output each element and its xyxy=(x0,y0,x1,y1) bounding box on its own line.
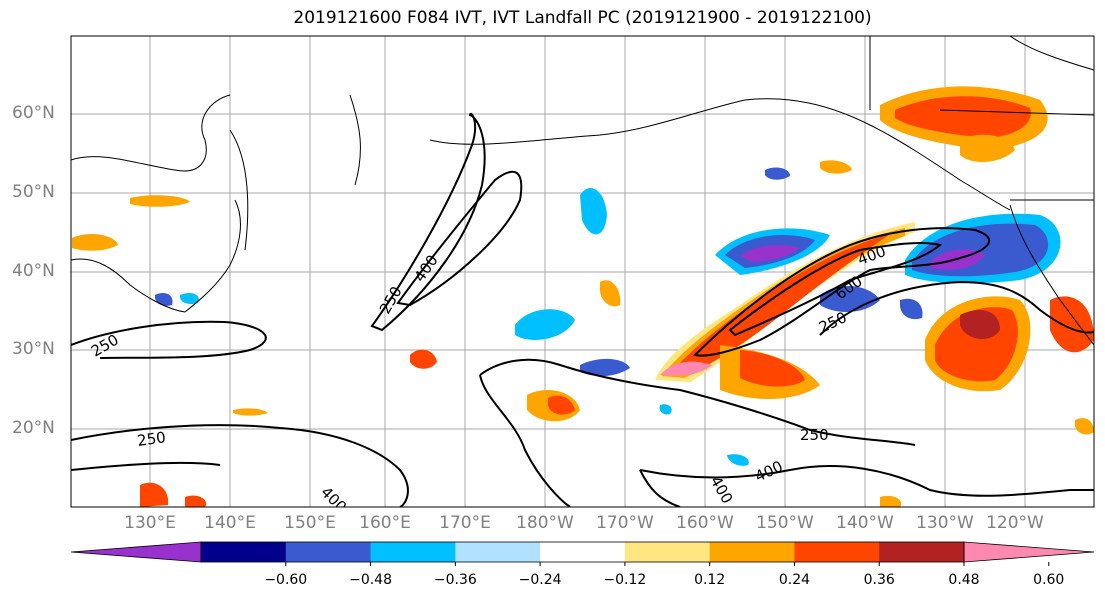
lon-label: 140°E xyxy=(204,513,256,533)
colorbar-tick-label: −0.36 xyxy=(433,572,477,588)
plot-frame xyxy=(70,35,1095,508)
colorbar-tick-label: 0.12 xyxy=(694,572,726,588)
coastlines xyxy=(71,36,1094,346)
lon-label: 150°W xyxy=(756,513,814,533)
ivt-contours xyxy=(71,112,1094,507)
colorbar-segment xyxy=(794,542,880,562)
colorbar-extend-low xyxy=(70,541,202,563)
colorbar-tick-label: −0.12 xyxy=(603,572,647,588)
lat-label: 40°N xyxy=(12,261,55,281)
contour-label: 250 xyxy=(136,428,167,450)
colorbar-tick-label: −0.60 xyxy=(264,572,308,588)
colorbar-segment xyxy=(540,542,626,562)
colorbar-segment xyxy=(201,542,287,562)
colorbar-tick-label: 0.36 xyxy=(863,572,895,588)
colorbar-segment xyxy=(879,542,965,562)
colorbar-frame xyxy=(200,541,965,563)
colorbar-segment xyxy=(370,542,456,562)
lon-label: 130°E xyxy=(124,513,176,533)
colorbar-segment xyxy=(624,542,711,562)
lon-label: 150°E xyxy=(284,513,336,533)
contour-label: 250 xyxy=(800,426,829,444)
lon-label: 130°W xyxy=(916,513,974,533)
lon-label: 170°W xyxy=(596,513,654,533)
colorbar-tick-label: 0.60 xyxy=(1033,572,1065,588)
colorbar-segment xyxy=(455,542,541,562)
lat-label: 30°N xyxy=(12,339,55,359)
lon-label: 160°E xyxy=(359,513,411,533)
map-plot-area: 250 250 400 250 400 600 250 250 400 400 … xyxy=(71,36,1094,507)
colorbar-tick-label: −0.48 xyxy=(349,572,392,588)
lon-label: 170°E xyxy=(439,513,491,533)
lon-label: 180°W xyxy=(516,513,574,533)
colorbar-segment xyxy=(709,542,795,562)
figure-title: 2019121600 F084 IVT, IVT Landfall PC (20… xyxy=(293,8,872,28)
colorbar-extend-high xyxy=(963,541,1095,563)
colorbar-tick-label: −0.24 xyxy=(518,572,562,588)
colorbar-tick-label: 0.48 xyxy=(948,572,980,588)
lon-label: 120°W xyxy=(986,513,1044,533)
lat-label: 60°N xyxy=(12,103,55,123)
lat-label: 20°N xyxy=(12,418,55,438)
lon-label: 160°W xyxy=(676,513,734,533)
lon-label: 140°W xyxy=(836,513,894,533)
colorbar xyxy=(70,541,1095,566)
colorbar-segment xyxy=(285,542,372,562)
lat-label: 50°N xyxy=(12,182,55,202)
colorbar-tick-label: 0.24 xyxy=(778,572,811,588)
